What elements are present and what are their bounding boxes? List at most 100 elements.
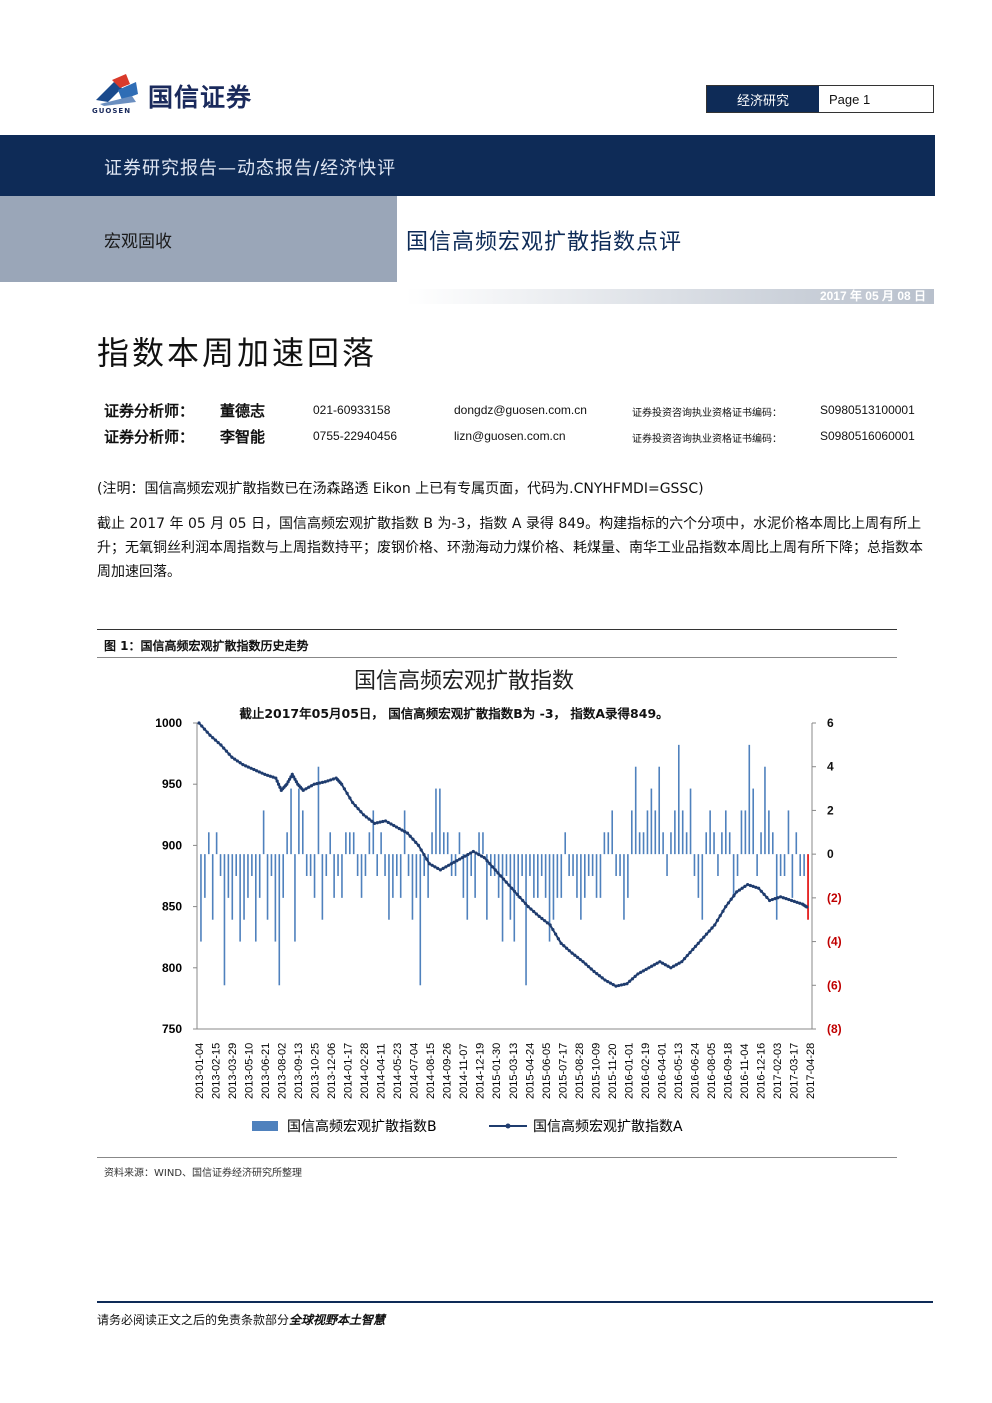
line-a-point (367, 817, 371, 821)
x-tick-label: 2013-05-10 (244, 1043, 256, 1099)
chart-subtitle: 截止2017年05月05日， 国信高频宏观扩散指数B为 -3， 指数A录得849… (239, 706, 668, 721)
bar-b (294, 854, 296, 942)
right-tick-label: 6 (827, 716, 834, 730)
line-a-point (353, 804, 357, 808)
bar-b (419, 854, 422, 986)
analyst-email[interactable]: lizn@guosen.com.cn (454, 429, 566, 443)
line-a-point (485, 859, 489, 863)
line-a-point (584, 962, 588, 966)
x-tick-label: 2015-04-24 (524, 1043, 536, 1099)
bar-b (599, 854, 602, 898)
line-a-point (468, 851, 473, 855)
bar-b (290, 788, 292, 855)
line-a-point (414, 840, 418, 844)
line-a-point (372, 821, 377, 825)
bar-b (756, 854, 758, 876)
line-a-point (702, 935, 706, 939)
line-a-point (693, 944, 698, 948)
x-tick-label: 2013-06-21 (260, 1043, 272, 1099)
bar-b (580, 854, 582, 920)
line-a-point (276, 782, 281, 786)
analyst-role: 证券分析师： (104, 402, 195, 420)
bar-b (732, 854, 735, 898)
bar-b (219, 854, 222, 876)
analyst-email[interactable]: dongdz@guosen.com.cn (454, 403, 587, 417)
left-tick-label: 1000 (155, 716, 182, 730)
bar-b (768, 810, 770, 855)
line-a-point (422, 852, 426, 857)
right-tick-label: 0 (827, 847, 834, 861)
x-tick-label: 2013-10-25 (310, 1043, 322, 1099)
line-a-point (699, 938, 703, 942)
page-number: Page 1 (829, 91, 871, 107)
line-a-point (378, 820, 382, 824)
eikon-note: (注明：国信高频宏观扩散指数已在汤森路透 Eikon 上已有专属页面，代码为.C… (97, 481, 704, 497)
bar-b (760, 832, 762, 855)
bar-b (677, 744, 680, 855)
line-a-point (394, 825, 399, 829)
bar-b (583, 854, 586, 898)
bar-b (685, 832, 688, 855)
bar-b (251, 854, 253, 876)
line-a-point (329, 778, 333, 782)
bar-b (227, 854, 230, 898)
figure-top-rule (97, 629, 897, 630)
line-a-point (545, 921, 549, 925)
x-tick-label: 2015-11-20 (607, 1044, 619, 1099)
line-a-point (534, 912, 539, 916)
line-a-point (230, 755, 234, 759)
bar-b (552, 854, 555, 920)
line-a-point (501, 877, 506, 881)
bar-b (317, 766, 320, 855)
line-a-point (523, 901, 528, 906)
bar-b (341, 854, 343, 898)
line-a-point (767, 898, 772, 903)
bar-b (587, 854, 590, 876)
bar-b (360, 854, 363, 898)
bar-b (529, 854, 531, 876)
line-a-point (216, 740, 220, 745)
line-a-point (274, 776, 278, 780)
bar-b (693, 854, 696, 876)
line-a-point (606, 979, 610, 984)
brand-sub: GUOSEN (92, 107, 132, 115)
analyst-name: 李智能 (220, 428, 266, 446)
bar-b (200, 854, 202, 942)
bar-b (231, 854, 234, 920)
line-a-point (386, 820, 390, 825)
x-tick-label: 2013-02-15 (211, 1043, 223, 1099)
line-a-point (493, 868, 497, 872)
bar-b (204, 854, 206, 898)
bar-b (247, 854, 249, 898)
page-indicator: 经济研究 Page 1 (706, 85, 934, 113)
bar-b (666, 854, 668, 876)
bar-b (223, 854, 226, 986)
x-tick-label: 2016-02-19 (640, 1043, 652, 1099)
bar-b (517, 854, 520, 898)
line-a-point (400, 828, 404, 832)
line-a-point (351, 800, 355, 805)
line-a-point (540, 916, 544, 921)
line-a-point (438, 868, 443, 872)
line-a-point (663, 963, 667, 967)
bar-b (298, 788, 300, 855)
line-a-point (726, 901, 731, 905)
bar-b (603, 832, 606, 855)
x-tick-label: 2015-07-17 (557, 1043, 569, 1099)
line-a-point (364, 815, 368, 819)
line-a-point (559, 941, 563, 945)
bar-b (611, 810, 614, 855)
bar-b (779, 854, 782, 876)
line-a-point (479, 854, 484, 858)
line-a-point (320, 780, 325, 784)
line-a-point (532, 909, 536, 914)
bar-b (799, 854, 802, 876)
bar-b (454, 854, 457, 876)
line-a-point (433, 865, 437, 869)
bar-b (548, 854, 551, 942)
line-a-point (499, 874, 503, 878)
bar-b (258, 854, 261, 898)
line-a-point (575, 955, 580, 959)
line-a-point (219, 743, 223, 747)
bar-b (674, 810, 676, 855)
